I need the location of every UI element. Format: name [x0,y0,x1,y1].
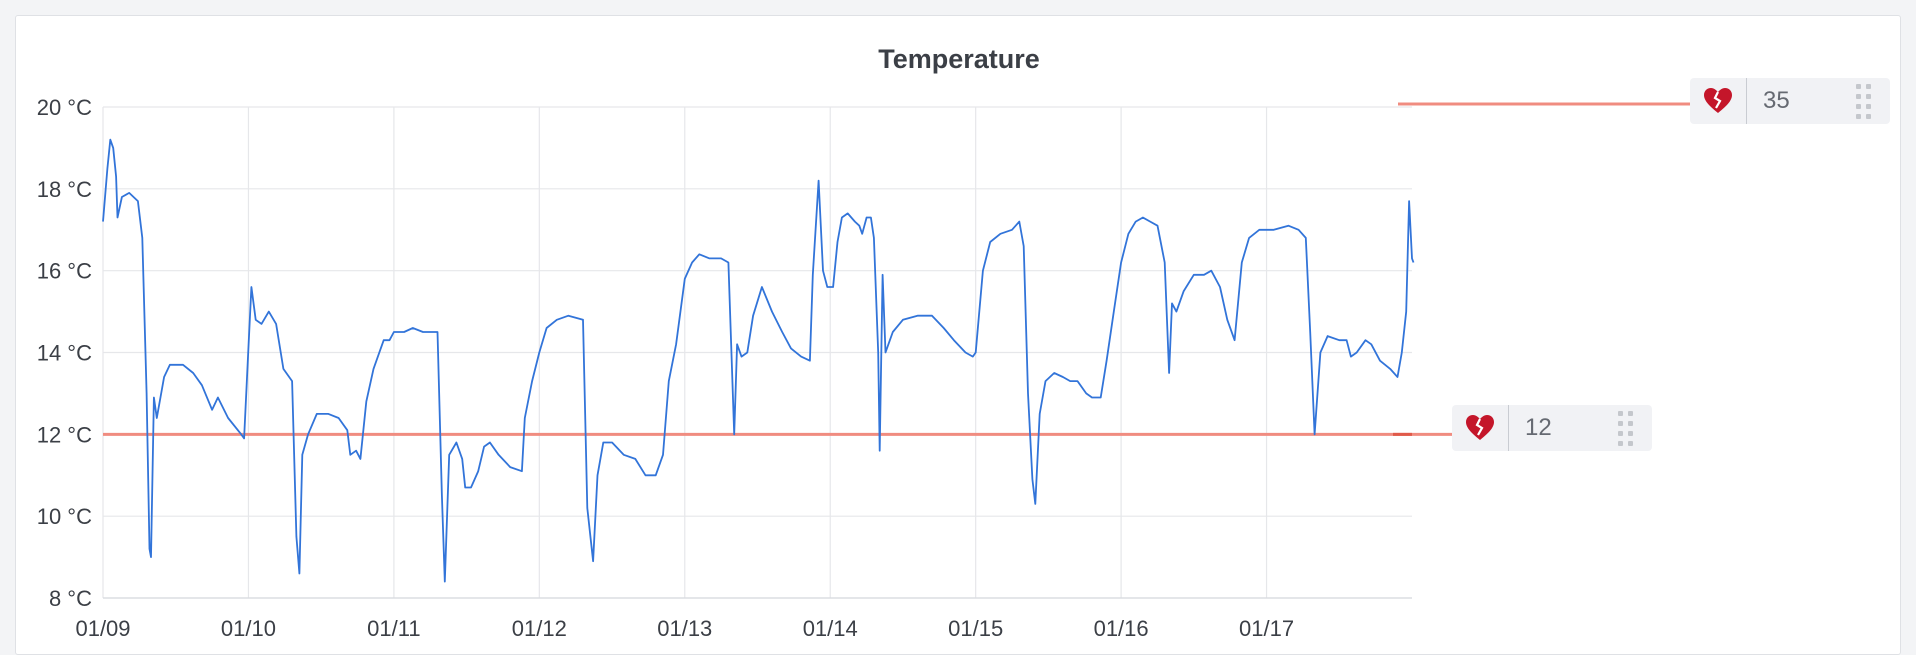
x-tick-label: 01/09 [75,616,130,640]
series-line [102,138,1415,583]
broken-heart-icon [1452,405,1509,451]
panel-title: Temperature [878,44,1040,74]
y-tick-label: 8 °C [49,586,92,611]
x-tick-label: 01/15 [948,616,1003,640]
x-tick-label: 01/10 [221,616,276,640]
x-tick-label: 01/16 [1094,616,1149,640]
drag-handle-icon[interactable] [1618,409,1638,447]
drag-handle-icon[interactable] [1856,82,1876,120]
y-tick-label: 18 °C [37,177,92,202]
chart-panel: Temperature [15,15,1901,655]
threshold-value-upper[interactable]: 35 [1763,87,1790,114]
y-tick-label: 20 °C [37,95,92,120]
x-tick-label: 01/13 [657,616,712,640]
x-tick-label: 01/17 [1239,616,1294,640]
x-tick-label: 01/14 [803,616,858,640]
temperature-chart: 8 °C 10 °C 12 °C 14 °C 16 °C 18 °C 20 °C 01/09 0… [37,95,1690,640]
broken-heart-icon [1690,78,1747,124]
threshold-handle-lower[interactable]: 12 [1452,405,1652,451]
threshold-handle-upper[interactable]: 35 [1690,78,1890,124]
y-tick-label: 16 °C [37,259,92,284]
y-tick-label: 12 °C [37,422,92,447]
y-tick-label: 14 °C [37,341,92,366]
y-tick-label: 10 °C [37,504,92,529]
threshold-value-lower[interactable]: 12 [1525,414,1552,441]
x-tick-label: 01/12 [512,616,567,640]
x-tick-label: 01/11 [367,616,420,640]
